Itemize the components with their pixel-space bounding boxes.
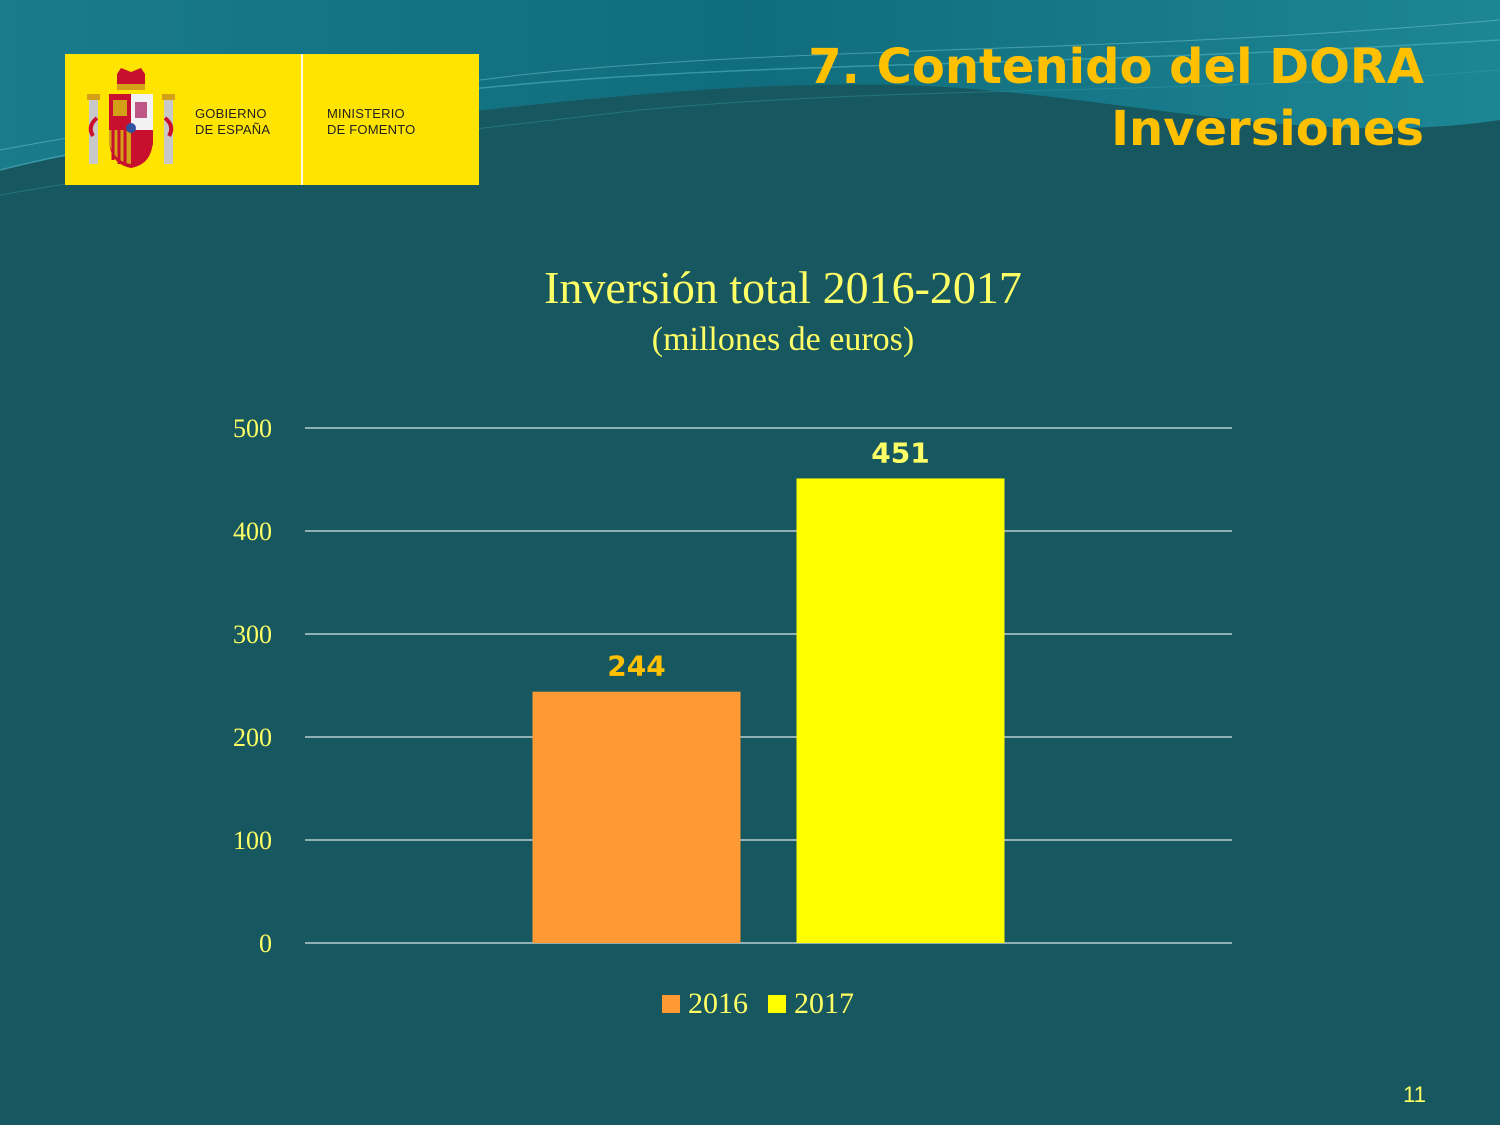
legend-swatch (662, 995, 680, 1013)
slide-title-line: 7. Contenido del DORA (808, 39, 1424, 95)
legend-swatch (768, 995, 786, 1013)
chart-subtitle: (millones de euros) (651, 321, 915, 358)
chart-title: Inversión total 2016-2017 (544, 262, 1022, 313)
data-label-2016: 244 (607, 650, 665, 683)
government-name: GOBIERNO DE ESPAÑA (195, 106, 270, 138)
slide-title-line: Inversiones (1111, 101, 1424, 157)
page-number: 11 (1403, 1082, 1426, 1107)
bar-2017 (796, 478, 1005, 943)
logo-line: MINISTERIO (327, 106, 405, 121)
logo-line: GOBIERNO (195, 106, 267, 121)
legend-item-2016: 2016 (662, 986, 748, 1022)
chart-legend: 2016 2017 (0, 986, 1500, 1022)
y-tick-label: 100 (233, 826, 272, 855)
coat-of-arms-icon (87, 68, 175, 168)
y-tick-label: 300 (233, 620, 272, 649)
slide-title: 7. Contenido del DORA Inversiones (808, 36, 1424, 160)
y-tick-label: 0 (259, 929, 272, 958)
ministry-name: MINISTERIO DE FOMENTO (327, 106, 415, 138)
data-label-2017: 451 (871, 436, 929, 469)
logo-divider (301, 54, 303, 185)
y-tick-label: 200 (233, 723, 272, 752)
legend-label: 2017 (794, 987, 854, 1020)
y-tick-label: 500 (233, 414, 272, 443)
y-tick-label: 400 (233, 517, 272, 546)
bar-2016 (532, 691, 741, 943)
logo-line: DE ESPAÑA (195, 122, 271, 137)
legend-label: 2016 (688, 987, 748, 1020)
legend-item-2017: 2017 (768, 986, 854, 1022)
government-logo: GOBIERNO DE ESPAÑA MINISTERIO DE FOMENTO (65, 54, 479, 185)
logo-line: DE FOMENTO (327, 122, 416, 137)
